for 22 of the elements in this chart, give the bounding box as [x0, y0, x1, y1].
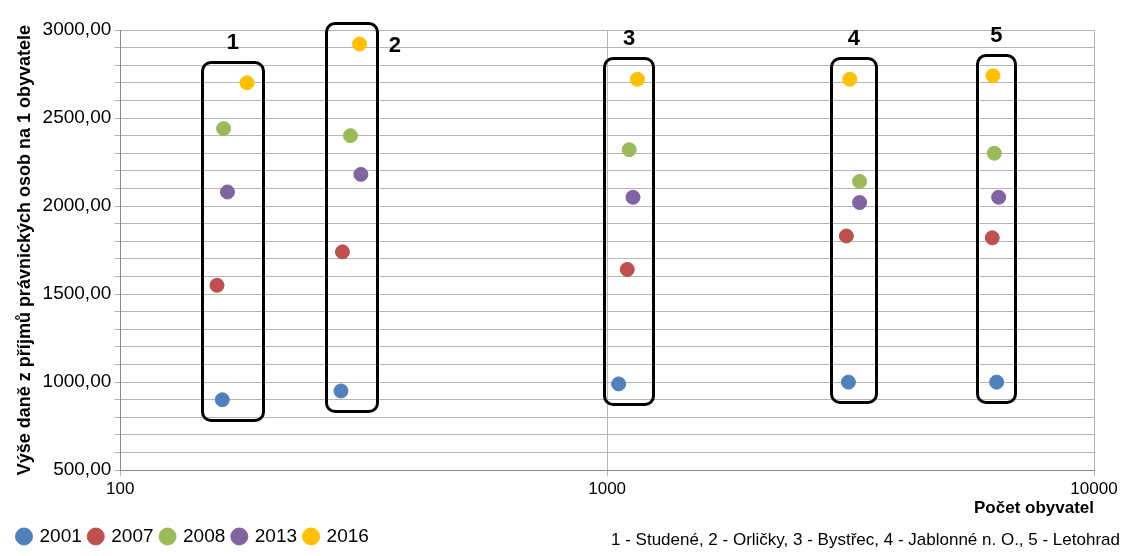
legend-label: 2008	[183, 524, 226, 546]
y-axis-title: Výše daně z příjmů právnických osob na 1 obyvatele	[13, 25, 34, 476]
annotation: 5	[990, 21, 1003, 47]
x-tick-label: 1000	[588, 479, 627, 499]
text: 1 - Studené, 2 - Orličky, 3 - Bystřec, 4 - Jablonné n. O., 5 - Letohrad	[611, 530, 1120, 550]
legend-label: 2001	[39, 524, 82, 546]
annotation: 1	[226, 28, 240, 54]
annotation: 3	[622, 25, 636, 51]
annotation: 2	[388, 32, 401, 58]
legend-label: 2007	[111, 524, 154, 546]
annotation: 4	[847, 25, 861, 51]
y-tick-label: 2000,00	[42, 194, 112, 216]
y-tick-label: 1500,00	[42, 282, 112, 304]
x-tick-label: 10000	[1070, 479, 1118, 499]
x-axis-title: Počet obyvatel	[974, 498, 1094, 518]
y-tick-label: 2500,00	[42, 106, 112, 128]
y-tick-label: 3000,00	[42, 18, 112, 40]
legend-label: 2016	[326, 524, 369, 546]
x-tick-label: 100	[106, 479, 135, 499]
y-tick-label: 500,00	[53, 458, 112, 480]
legend-label: 2013	[254, 524, 298, 546]
y-tick-label: 1000,00	[42, 370, 112, 392]
